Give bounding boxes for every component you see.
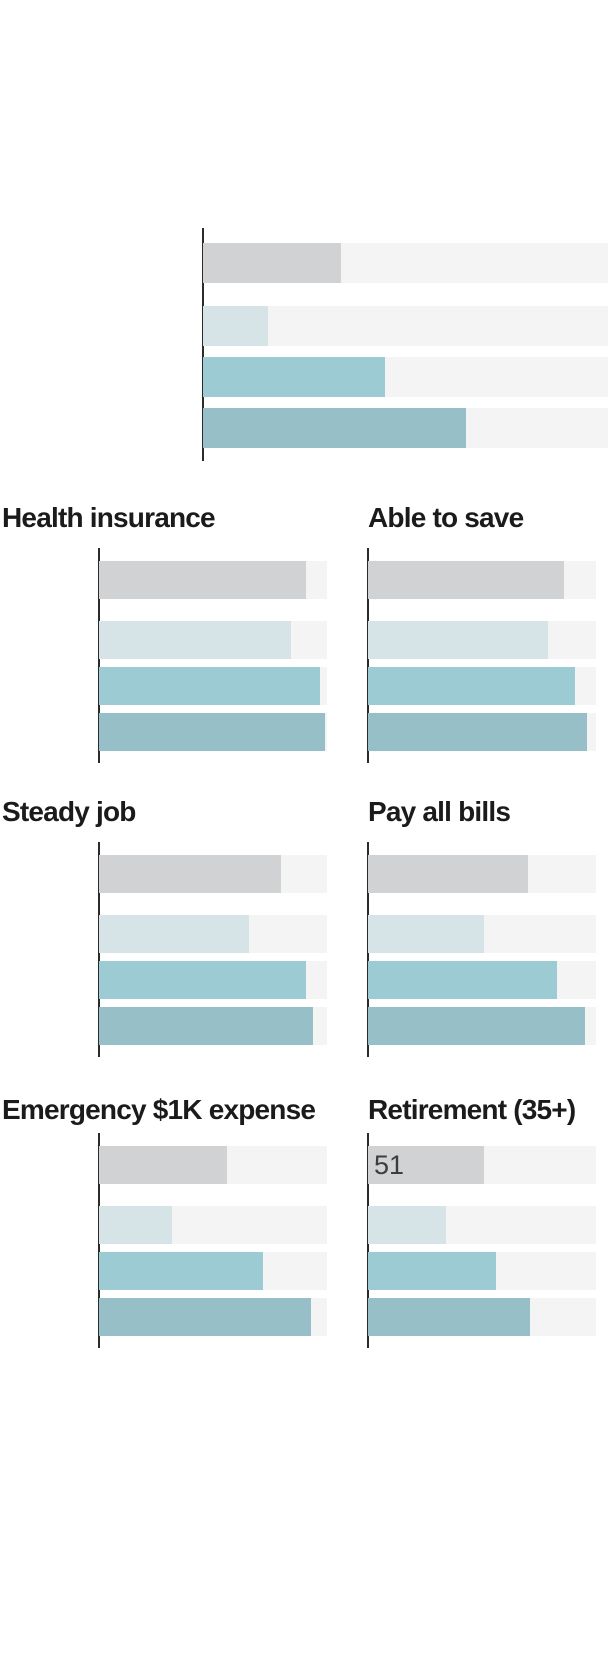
bar-track (203, 306, 608, 346)
bar-track (99, 561, 327, 599)
bar-track (99, 915, 327, 953)
panel-title: Emergency $1K expense (2, 1094, 316, 1125)
bar-track (368, 713, 596, 751)
bar-track: 51 (368, 1146, 596, 1184)
bar (99, 1206, 172, 1244)
bar-track (368, 1007, 596, 1045)
bar-track (99, 621, 327, 659)
bar (203, 243, 341, 283)
bar (99, 1298, 312, 1336)
bar-track (99, 961, 327, 999)
bar-track (99, 1298, 327, 1336)
bar (99, 915, 250, 953)
bar-track (99, 667, 327, 705)
bar (368, 713, 587, 751)
bar (368, 961, 558, 999)
bar-track (203, 243, 608, 283)
bar-track (368, 915, 596, 953)
bar (368, 855, 528, 893)
bar (368, 1298, 530, 1336)
panel-title: Steady job (2, 796, 136, 827)
bar-track (368, 667, 596, 705)
panel-title: Health insurance (2, 502, 216, 533)
bar (203, 306, 268, 346)
bar-track (203, 408, 608, 448)
bar (99, 961, 307, 999)
bar-track (99, 1146, 327, 1184)
panel-title: Retirement (35+) (368, 1094, 576, 1125)
bar (99, 855, 282, 893)
bar-value-label: 51 (374, 1150, 405, 1180)
bar (368, 1206, 446, 1244)
axis-line (98, 842, 100, 1057)
bar (99, 713, 325, 751)
bar (368, 561, 565, 599)
bar (368, 667, 576, 705)
bar (99, 667, 321, 705)
panel-title: Able to save (368, 502, 524, 533)
axis-line (367, 548, 369, 763)
bar-track (99, 855, 327, 893)
axis-line (98, 1133, 100, 1348)
bar (99, 1007, 314, 1045)
bar-track (368, 961, 596, 999)
bar-track (368, 1206, 596, 1244)
bar-track (203, 357, 608, 397)
bar-track (368, 621, 596, 659)
bar (368, 915, 485, 953)
bar-track (99, 1206, 327, 1244)
axis-line (367, 842, 369, 1057)
bar: 51 (368, 1146, 485, 1184)
axis-line (202, 228, 204, 461)
bar-track (368, 855, 596, 893)
bar (368, 1007, 585, 1045)
bar (368, 1252, 496, 1290)
bar-track (368, 1298, 596, 1336)
panel-title: Pay all bills (368, 796, 511, 827)
bar (203, 357, 386, 397)
bar (99, 561, 307, 599)
bar-track (368, 1252, 596, 1290)
bar (99, 1252, 264, 1290)
bar (99, 621, 291, 659)
bar-track (99, 1007, 327, 1045)
bar-track (99, 713, 327, 751)
bar-track (99, 1252, 327, 1290)
bar (99, 1146, 227, 1184)
axis-line (367, 1133, 369, 1348)
bar (368, 621, 549, 659)
axis-line (98, 548, 100, 763)
bar (203, 408, 467, 448)
bar-track (368, 561, 596, 599)
